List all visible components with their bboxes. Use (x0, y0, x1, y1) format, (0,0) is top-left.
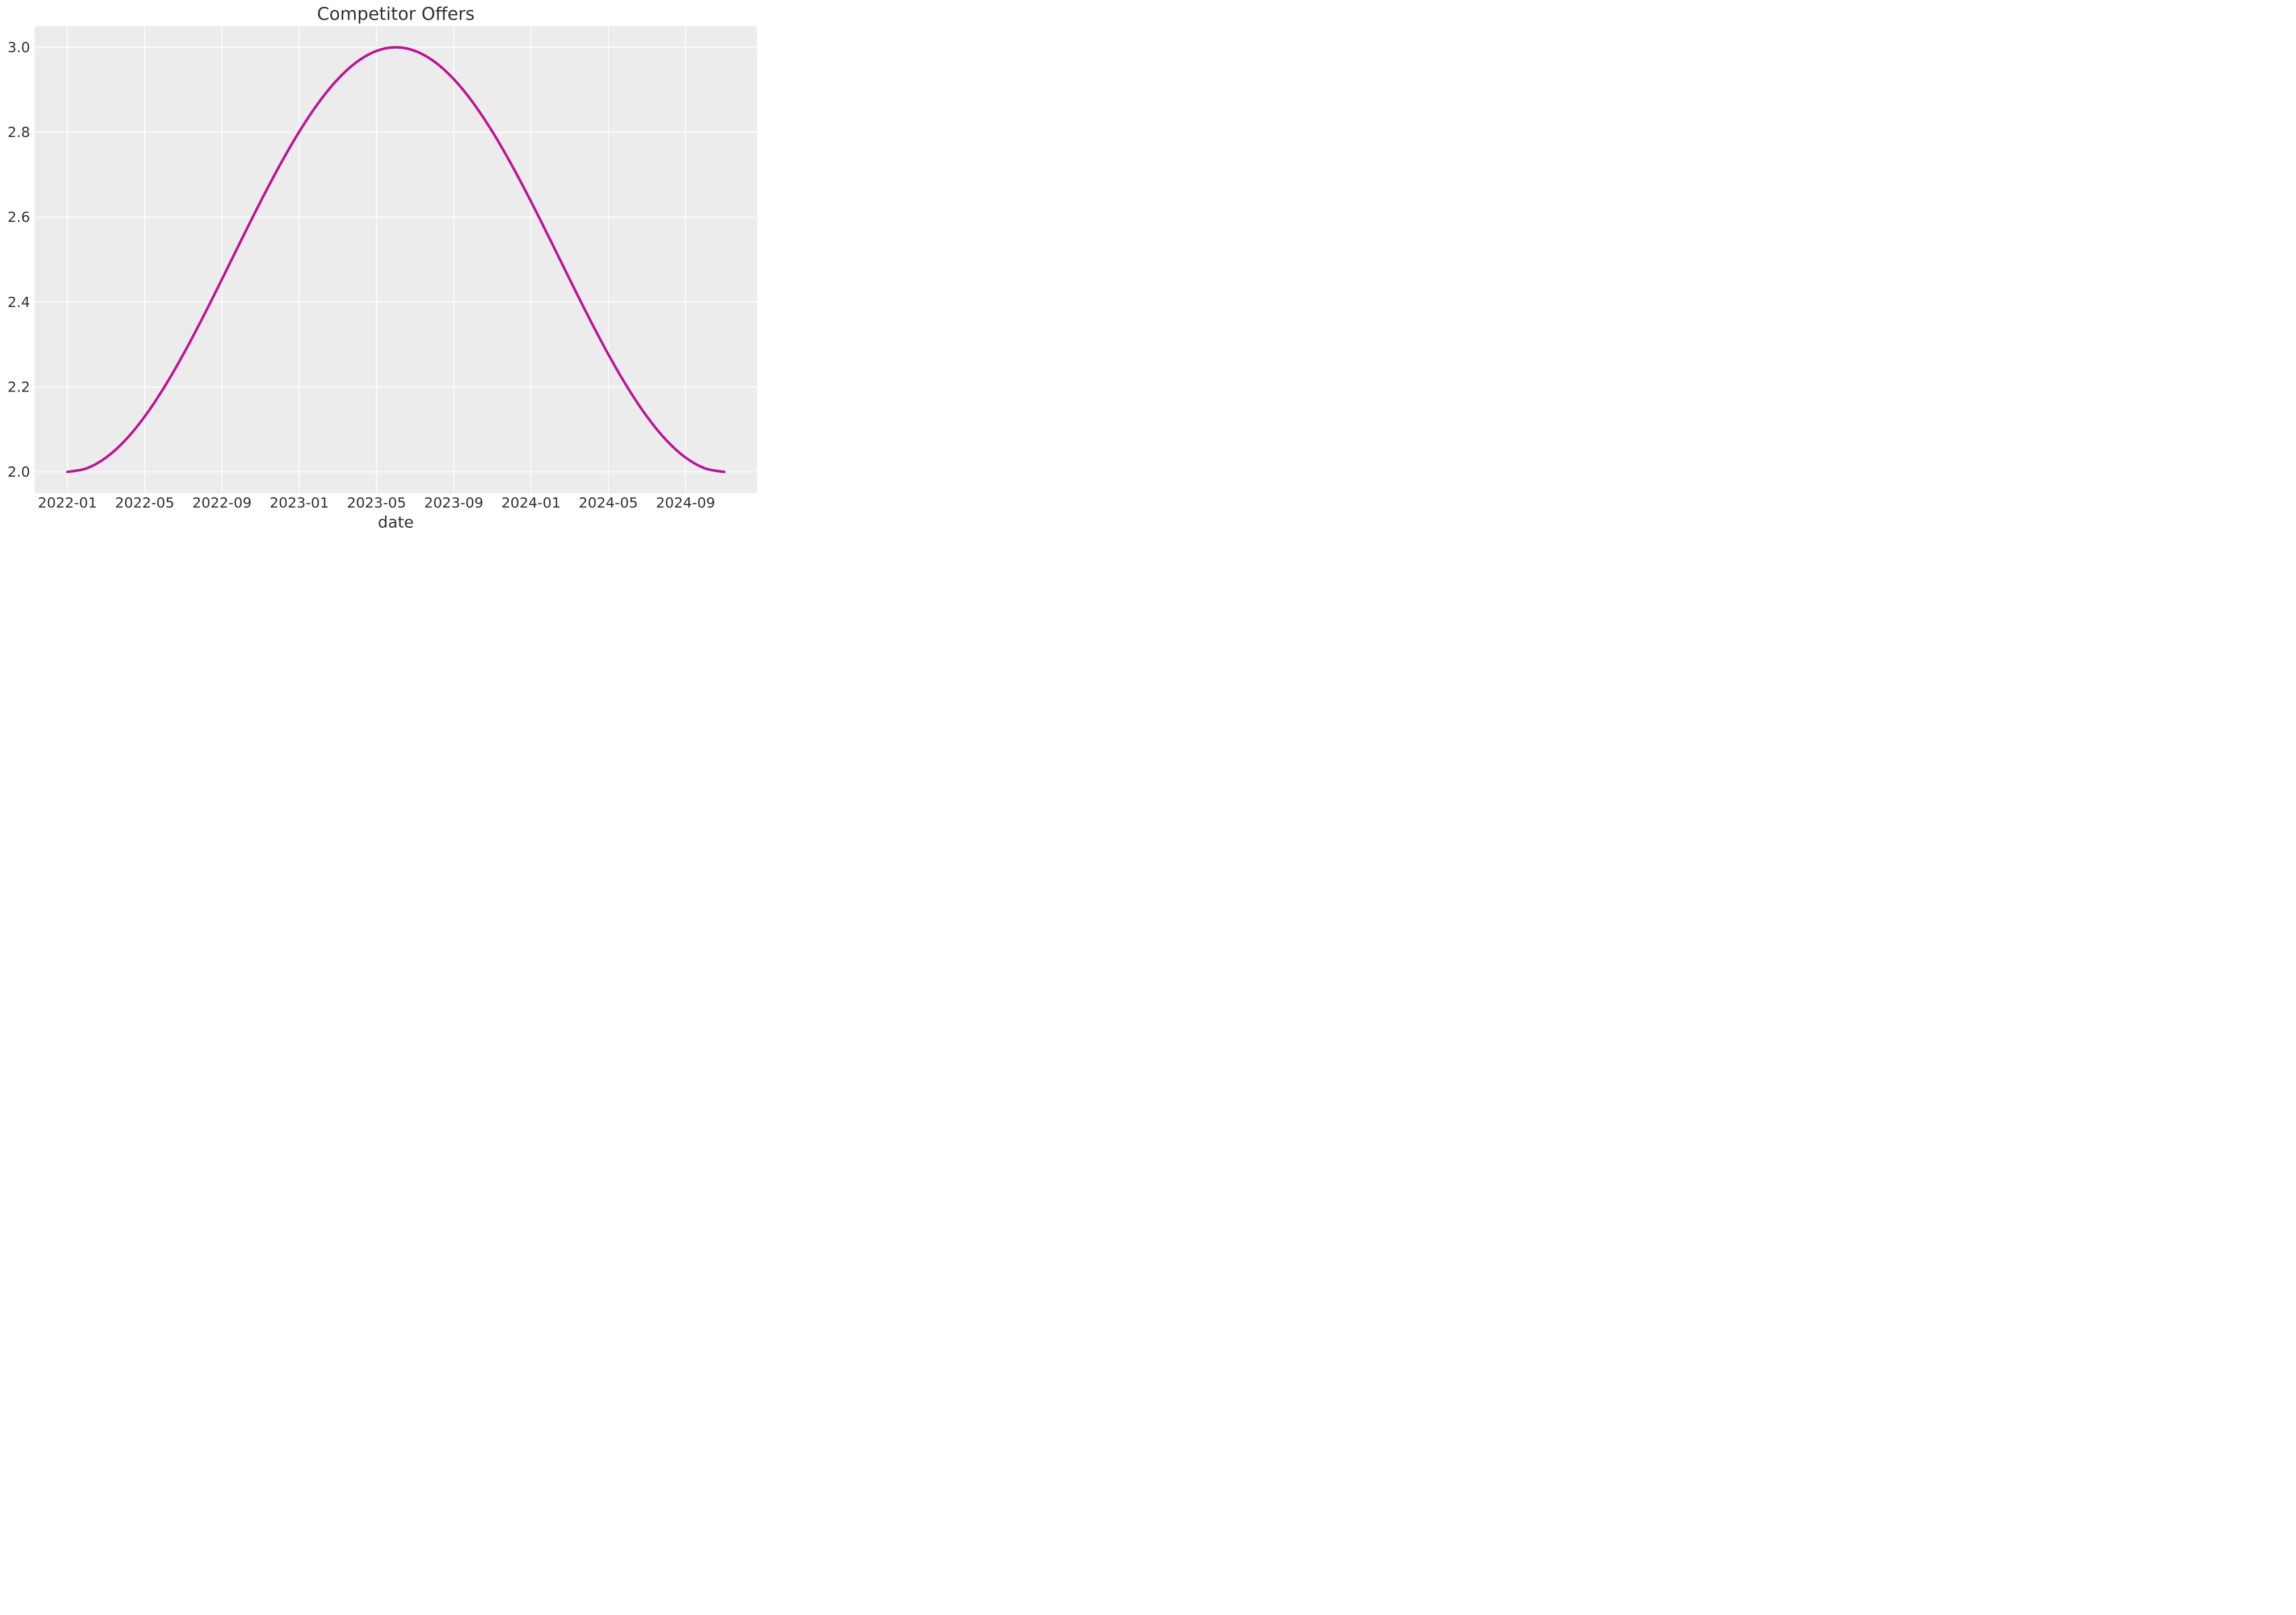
x-tick-label-2022-09: 2022-09 (192, 495, 251, 511)
y-tick-label-2.0: 2.0 (7, 464, 30, 480)
x-tick-label-2022-05: 2022-05 (115, 495, 174, 511)
x-tick-label-2024-05: 2024-05 (579, 495, 638, 511)
x-axis-label: date (378, 513, 414, 532)
x-tick-label-2024-01: 2024-01 (502, 495, 561, 511)
chart-title: Competitor Offers (317, 4, 475, 24)
y-tick-label-3.0: 3.0 (7, 39, 30, 56)
x-tick-label-2024-09: 2024-09 (656, 495, 715, 511)
x-tick-label-2023-01: 2023-01 (270, 495, 329, 511)
series-line (66, 46, 726, 473)
y-tick-label-2.2: 2.2 (7, 378, 30, 395)
y-tick-label-2.6: 2.6 (7, 209, 30, 225)
x-tick-label-2022-01: 2022-01 (38, 495, 97, 511)
y-tick-label-2.8: 2.8 (7, 124, 30, 141)
figure: 2022-01 2022-05 2022-09 2023-01 2023-05 2023-… (0, 0, 766, 539)
x-tick-label-2023-05: 2023-05 (347, 495, 406, 511)
x-tick-label-2023-09: 2023-09 (424, 495, 483, 511)
plot-area (35, 26, 757, 493)
line-chart: 2022-01 2022-05 2022-09 2023-01 2023-05 2023-… (7, 4, 757, 532)
y-tick-label-2.4: 2.4 (7, 294, 30, 310)
